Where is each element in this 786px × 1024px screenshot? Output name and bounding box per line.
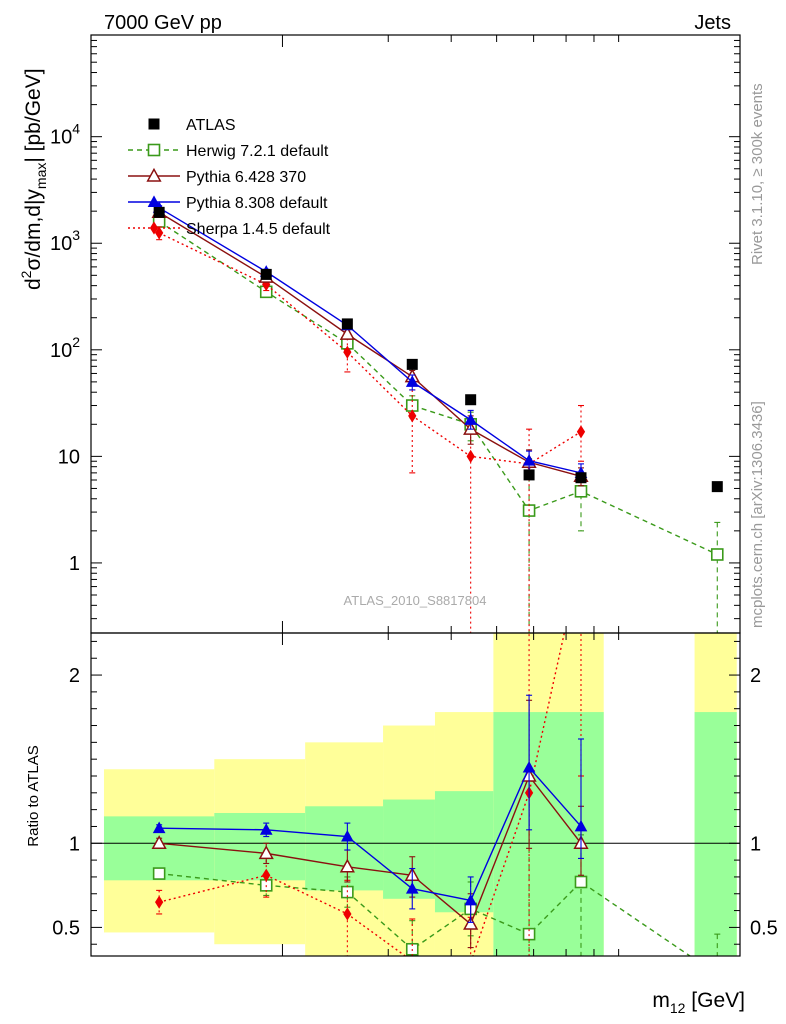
legend-marker-sherpa [149,221,159,235]
ratio-panel-series [91,551,740,980]
main-herwig-line [158,220,718,556]
main-ytick-label: 1 [69,553,80,575]
main-pythia6-point [339,326,355,340]
main-pythia8-point [405,375,419,387]
ratio-ytick-label-left: 1 [69,833,80,855]
main-ytick-label: 102 [50,334,80,362]
ratio-sherpa-point [577,551,585,564]
legend: ATLAS Herwig 7.2.1 default Pythia 6.428 37… [128,117,331,238]
ratio-pythia8-point [341,829,354,842]
ratio-pythia8-point [522,760,536,773]
band-inner-6 [694,712,737,956]
main-data-point [523,469,535,481]
main-ytick-label: 103 [50,227,80,255]
legend-marker-pythia8 [147,195,161,207]
ratio-ytick-label-left: 0.5 [52,917,80,939]
legend-label-herwig: Herwig 7.2.1 default [186,143,329,160]
main-data-point [260,268,272,280]
main-data-point [465,394,477,406]
main-data-point [711,481,723,493]
ratio-sherpa-point [467,956,475,969]
band-inner-4 [434,791,494,913]
main-data-point [406,358,418,370]
ratio-ytick-label-right: 1 [750,833,761,855]
ratio-ytick-label-right: 2 [750,665,761,687]
band-inner-3 [383,799,435,899]
main-sherpa-point [408,409,417,423]
main-data-point [575,472,587,484]
ratio-pythia8-point [152,821,166,834]
ratio-sherpa-point [343,907,352,921]
x-axis-label: m12 [GeV] [652,989,745,1016]
ratio-ytick-label-left: 2 [69,665,80,687]
legend-marker-data [148,118,160,130]
uncertainty-bands [103,633,737,956]
main-data-point [341,318,353,330]
header-right: Jets [694,12,731,34]
ratio-herwig-line [159,872,692,956]
plot-frames [90,34,741,957]
ratio-ytick-label-right: 0.5 [750,917,778,939]
rivet-label: Rivet 3.1.10, ≥ 300k events [749,83,766,265]
ratio-ylabel: Ratio to ATLAS [25,745,42,846]
main-pythia8-point [522,454,536,466]
main-herwig-point [574,485,588,498]
band-inner-1 [214,813,306,881]
ratio-herwig-point [574,875,588,889]
header-left: 7000 GeV pp [104,12,222,34]
main-ytick-label: 104 [50,121,80,149]
ratio-pythia6-point [151,835,167,849]
legend-label-data: ATLAS [186,117,236,134]
series-layer [91,201,740,980]
ratio-sherpa-point [262,868,271,882]
ratio-frame [90,632,741,957]
analysis-id: ATLAS_2010_S8817804 [344,593,487,608]
main-data-point [153,206,165,218]
main-sherpa-point [576,425,586,439]
ratio-pythia6-point [258,845,274,860]
ratio-pythia8-point [259,823,273,835]
main-ytick-label: 10 [58,446,80,468]
ratio-pythia8-point [574,819,588,832]
legend-label-pythia6: Pythia 6.428 370 [186,169,306,186]
main-ylabel: d2σ/dm,d|ymax| [pb/GeV] [18,68,49,290]
mcplots-label: mcplots.cern.ch [arXiv:1306.3436] [749,401,766,628]
legend-label-pythia8: Pythia 8.308 default [186,195,328,212]
legend-marker-herwig [147,143,161,157]
legend-label-sherpa: Sherpa 1.4.5 default [186,221,331,238]
ratio-pythia8-point [464,893,477,906]
band-inner-2 [305,806,384,891]
ratio-sherpa-point [155,895,164,909]
ratio-pythia6-point [463,915,479,930]
main-herwig-point [710,548,724,561]
main-pythia8-point [464,413,477,425]
legend-marker-pythia6 [146,167,162,182]
ratio-herwig-point [712,969,723,980]
ratio-pythia8-point [405,882,419,894]
ratio-herwig-point [152,867,166,880]
main-sherpa-point [466,449,475,463]
main-pythia8-line [158,207,582,474]
band-inner-5 [493,712,604,956]
ratio-pythia6-point [339,858,355,873]
main-panel-series [151,201,724,633]
main-sherpa-point [343,345,352,359]
